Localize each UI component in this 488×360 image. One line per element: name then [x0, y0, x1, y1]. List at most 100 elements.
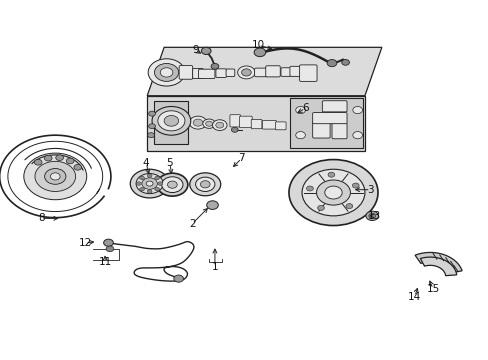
FancyBboxPatch shape: [192, 68, 203, 78]
Text: 11: 11: [98, 257, 111, 267]
Circle shape: [154, 187, 159, 191]
FancyBboxPatch shape: [312, 122, 329, 138]
Polygon shape: [420, 257, 456, 276]
Text: 10: 10: [251, 40, 264, 50]
Polygon shape: [414, 252, 461, 273]
Circle shape: [212, 120, 226, 131]
Circle shape: [154, 176, 159, 180]
FancyBboxPatch shape: [281, 68, 290, 76]
Circle shape: [231, 127, 238, 132]
Circle shape: [160, 68, 172, 77]
Circle shape: [35, 161, 76, 192]
Circle shape: [162, 177, 183, 193]
Circle shape: [206, 201, 218, 210]
Text: 4: 4: [142, 158, 149, 168]
Circle shape: [241, 69, 251, 76]
Circle shape: [140, 176, 144, 180]
Circle shape: [50, 173, 60, 180]
Circle shape: [327, 172, 334, 177]
Circle shape: [193, 119, 203, 126]
Circle shape: [157, 173, 187, 196]
Circle shape: [345, 204, 352, 208]
Circle shape: [130, 169, 169, 198]
FancyBboxPatch shape: [312, 113, 346, 124]
Polygon shape: [289, 98, 362, 148]
FancyBboxPatch shape: [198, 69, 215, 78]
Circle shape: [352, 107, 362, 114]
Text: 6: 6: [302, 103, 308, 113]
FancyBboxPatch shape: [289, 66, 301, 76]
Circle shape: [189, 173, 220, 196]
Circle shape: [306, 186, 313, 191]
Circle shape: [365, 211, 378, 221]
Text: 9: 9: [192, 45, 199, 55]
Circle shape: [147, 174, 152, 177]
Circle shape: [34, 159, 42, 165]
Circle shape: [295, 107, 305, 114]
Circle shape: [66, 158, 74, 164]
Circle shape: [154, 63, 178, 81]
Circle shape: [352, 183, 358, 188]
Circle shape: [106, 246, 114, 252]
Circle shape: [56, 155, 63, 161]
Polygon shape: [147, 96, 364, 151]
FancyBboxPatch shape: [225, 69, 234, 77]
Circle shape: [167, 181, 177, 188]
Circle shape: [324, 186, 342, 199]
FancyBboxPatch shape: [331, 123, 346, 139]
Circle shape: [368, 213, 375, 219]
Polygon shape: [147, 47, 381, 96]
Circle shape: [237, 66, 255, 79]
Circle shape: [352, 132, 362, 139]
Circle shape: [201, 47, 211, 54]
FancyBboxPatch shape: [254, 68, 266, 77]
Circle shape: [146, 181, 153, 186]
Circle shape: [74, 165, 81, 170]
Circle shape: [195, 177, 215, 192]
Circle shape: [203, 119, 215, 129]
Text: 12: 12: [79, 238, 92, 248]
Text: 15: 15: [426, 284, 439, 294]
Circle shape: [136, 182, 141, 185]
Circle shape: [152, 107, 190, 135]
Circle shape: [44, 168, 66, 184]
FancyBboxPatch shape: [229, 115, 240, 127]
FancyBboxPatch shape: [265, 66, 280, 77]
Circle shape: [158, 111, 184, 131]
Circle shape: [148, 59, 184, 86]
Circle shape: [173, 275, 183, 282]
Text: 7: 7: [238, 153, 244, 163]
Circle shape: [148, 111, 155, 116]
Circle shape: [103, 239, 113, 246]
Circle shape: [136, 174, 163, 194]
Text: 2: 2: [188, 219, 195, 229]
Circle shape: [211, 63, 218, 69]
FancyBboxPatch shape: [179, 66, 192, 79]
Circle shape: [295, 132, 305, 139]
FancyBboxPatch shape: [239, 116, 252, 128]
Text: 5: 5: [166, 158, 173, 168]
Circle shape: [142, 178, 157, 189]
Circle shape: [302, 169, 364, 216]
Circle shape: [147, 190, 152, 193]
FancyBboxPatch shape: [322, 101, 346, 112]
Text: 1: 1: [211, 262, 218, 272]
Text: 3: 3: [366, 185, 373, 195]
Circle shape: [24, 153, 86, 200]
Text: 14: 14: [407, 292, 421, 302]
Text: 13: 13: [367, 211, 381, 221]
Text: 8: 8: [38, 213, 44, 223]
Circle shape: [215, 122, 224, 128]
FancyBboxPatch shape: [299, 65, 316, 81]
Circle shape: [326, 59, 336, 67]
Circle shape: [288, 159, 377, 226]
Polygon shape: [154, 101, 188, 144]
Circle shape: [316, 180, 350, 205]
Circle shape: [317, 206, 324, 210]
Circle shape: [140, 187, 144, 191]
FancyBboxPatch shape: [275, 122, 285, 130]
FancyBboxPatch shape: [216, 69, 226, 77]
Circle shape: [341, 59, 349, 65]
Circle shape: [147, 133, 154, 138]
FancyBboxPatch shape: [251, 120, 262, 129]
